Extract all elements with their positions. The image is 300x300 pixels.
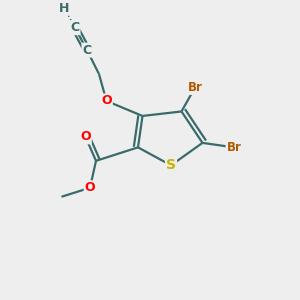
Text: O: O [80, 130, 91, 143]
Text: C: C [82, 44, 91, 57]
Text: O: O [101, 94, 112, 107]
Text: O: O [85, 181, 95, 194]
Text: Br: Br [188, 81, 202, 94]
Text: Br: Br [226, 141, 242, 154]
Text: H: H [59, 2, 70, 15]
Text: S: S [166, 158, 176, 172]
Text: C: C [70, 21, 80, 34]
